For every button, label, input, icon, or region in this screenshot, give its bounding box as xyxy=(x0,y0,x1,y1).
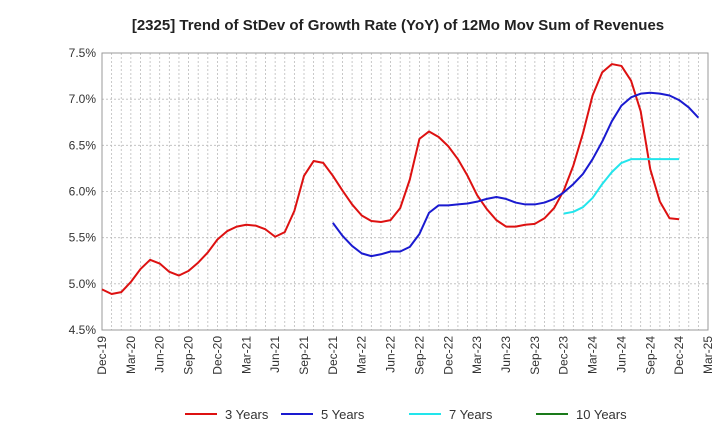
x-tick-label: Sep-23 xyxy=(528,336,542,375)
x-tick-label: Dec-21 xyxy=(326,336,340,375)
x-tick-label: Mar-21 xyxy=(239,336,253,374)
x-tick-label: Sep-20 xyxy=(182,336,196,375)
x-tick-label: Mar-22 xyxy=(355,336,369,374)
legend-label: 10 Years xyxy=(576,407,627,422)
y-tick-label: 6.0% xyxy=(69,185,97,199)
legend-label: 5 Years xyxy=(321,407,365,422)
y-tick-label: 4.5% xyxy=(69,323,97,337)
x-tick-label: Sep-21 xyxy=(297,336,311,375)
y-tick-label: 5.0% xyxy=(69,277,97,291)
series-line-3-years xyxy=(101,63,680,295)
series-line-5-years xyxy=(332,91,700,258)
x-tick-label: Dec-19 xyxy=(95,336,109,375)
x-tick-label: Jun-20 xyxy=(153,336,167,373)
x-axis: Dec-19 Mar-20 Jun-20 Sep-20 Dec-20 Mar-21 Jun-… xyxy=(95,336,715,375)
x-tick-label: Jun-23 xyxy=(499,336,513,373)
plot-lines xyxy=(101,63,700,295)
chart-title: [2325] Trend of StDev of Growth Rate (Yo… xyxy=(132,17,664,34)
grid xyxy=(102,53,708,330)
series-line-7-years xyxy=(563,158,680,215)
x-tick-label: Sep-24 xyxy=(643,336,657,375)
x-tick-label: Dec-20 xyxy=(210,336,224,375)
y-tick-label: 7.5% xyxy=(69,46,97,60)
x-tick-label: Mar-24 xyxy=(586,336,600,374)
y-axis: 4.5% 5.0% 5.5% 6.0% 6.5% 7.0% 7.5% xyxy=(69,46,97,337)
x-tick-label: Jun-21 xyxy=(268,336,282,373)
y-tick-label: 7.0% xyxy=(69,92,97,106)
x-tick-label: Mar-23 xyxy=(470,336,484,374)
legend-label: 7 Years xyxy=(449,407,493,422)
legend: 3 Years 5 Years 7 Years 10 Years xyxy=(185,407,627,422)
x-tick-label: Mar-25 xyxy=(701,336,715,374)
x-tick-label: Dec-24 xyxy=(672,336,686,375)
x-tick-label: Jun-22 xyxy=(384,336,398,373)
x-tick-label: Dec-22 xyxy=(441,336,455,375)
x-tick-label: Dec-23 xyxy=(557,336,571,375)
plot-frame xyxy=(101,52,709,331)
legend-label: 3 Years xyxy=(225,407,269,422)
x-tick-label: Mar-20 xyxy=(124,336,138,374)
y-tick-label: 6.5% xyxy=(69,138,97,152)
x-tick-label: Sep-22 xyxy=(412,336,426,375)
x-tick-label: Jun-24 xyxy=(614,336,628,373)
y-tick-label: 5.5% xyxy=(69,231,97,245)
